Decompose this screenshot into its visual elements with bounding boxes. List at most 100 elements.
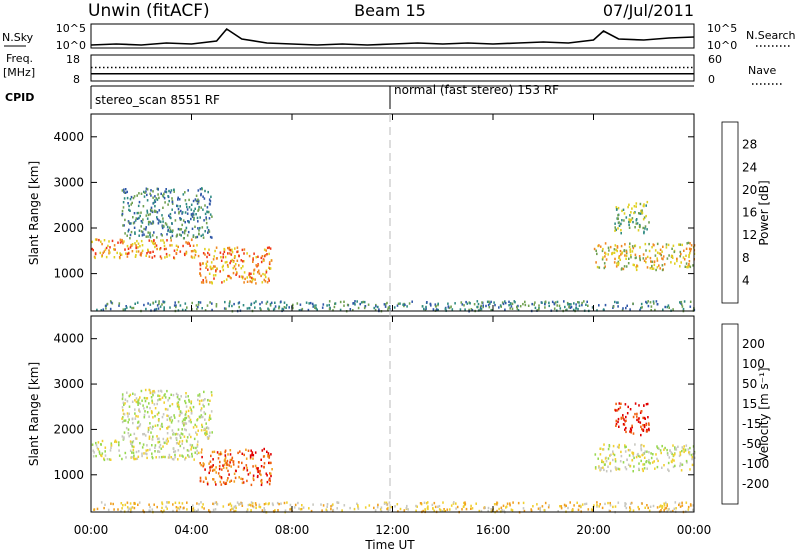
power-panel-cell (655, 268, 657, 272)
velocity-panel-cell (202, 399, 205, 402)
velocity-panel-cell (147, 428, 150, 432)
power-panel-cell (167, 195, 169, 198)
power-panel-cell (196, 244, 198, 247)
velocity-panel-cell (134, 457, 137, 461)
velocity-panel-cell (151, 401, 154, 404)
velocity-panel-cell (153, 403, 156, 406)
power-panel-cell (161, 194, 164, 197)
power-panel-cell (221, 281, 223, 284)
power-panel-cell (164, 190, 166, 193)
power-panel-cell (460, 301, 463, 304)
velocity-panel-cell (643, 467, 646, 470)
velocity-panel-cell (152, 425, 154, 428)
power-panel-cell (232, 271, 235, 275)
velocity-panel-cell (330, 505, 332, 508)
velocity-panel-cell (619, 460, 622, 463)
power-panel-cell (129, 222, 131, 225)
velocity-panel-cell (682, 448, 685, 451)
velocity-panel-cell (110, 502, 112, 505)
power-panel-cell (223, 280, 225, 283)
power-panel-cell (430, 304, 432, 307)
velocity-panel-cell (100, 501, 103, 504)
power-panel-cell (169, 212, 172, 216)
power-panel-cell (248, 273, 250, 277)
velocity-panel-cell (505, 506, 507, 509)
power-panel-cell (163, 197, 166, 200)
velocity-panel-cell (480, 509, 483, 513)
power-panel-cell (316, 308, 318, 311)
velocity-panel-cell (602, 466, 604, 469)
power-panel-cell (238, 301, 241, 304)
velocity-panel-cell (100, 454, 103, 458)
velocity-panel-cell (139, 410, 141, 413)
velocity-panel-cell (510, 508, 513, 511)
velocity-panel-cell (659, 449, 662, 452)
power-panel-cell (100, 309, 103, 312)
power-panel-cell (236, 246, 239, 249)
power-panel-cell (639, 308, 641, 312)
power-panel-cell (255, 264, 257, 267)
velocity-panel-cell (147, 449, 149, 452)
velocity-panel-cell (143, 413, 146, 417)
velocity-panel-cell (218, 464, 221, 468)
power-panel-cell (654, 249, 657, 252)
velocity-panel-cell (326, 503, 329, 506)
velocity-panel-cell (167, 408, 169, 411)
velocity-panel-cell (597, 457, 599, 460)
power-panel-cell (211, 282, 213, 285)
velocity-panel-cell (689, 468, 691, 471)
power-panel-cell (207, 210, 209, 214)
power-panel-cell (658, 264, 660, 267)
power-panel-cell (122, 308, 125, 311)
velocity-panel-cell (220, 452, 223, 456)
velocity-panel-cell (625, 467, 628, 471)
velocity-panel-cell (154, 407, 157, 410)
power-panel-cell (162, 220, 164, 223)
power-panel-cell (258, 272, 261, 275)
power-panel-cell (334, 302, 337, 305)
power-panel-cell (141, 249, 144, 252)
power-panel-cell (102, 308, 105, 311)
velocity-panel-cell (573, 504, 575, 507)
velocity-panel-cell (167, 414, 170, 418)
velocity-panel-cell (177, 449, 180, 452)
velocity-panel-cell (610, 469, 612, 473)
power-panel-cell (616, 262, 618, 265)
power-panel-cell (384, 303, 387, 306)
power-panel-cell (652, 267, 655, 270)
velocity-panel-cell (155, 456, 157, 459)
velocity-panel-cell (692, 508, 694, 512)
velocity-panel-cell (189, 406, 192, 409)
velocity-panel-cell (148, 388, 151, 392)
power-panel-cell (216, 267, 218, 270)
velocity-panel-cell (689, 446, 691, 450)
power-panel-cell (166, 239, 168, 242)
power-panel-cell (689, 265, 692, 269)
power-panel-cell (444, 307, 447, 311)
velocity-panel-cell (624, 446, 626, 449)
power-panel-cell (663, 263, 666, 266)
velocity-panel-cell (434, 505, 437, 509)
power-panel-cell (119, 241, 122, 244)
power-panel-cell (153, 199, 156, 202)
velocity-panel-cell (656, 457, 658, 461)
velocity-panel-cell (610, 453, 612, 456)
power-panel-cell (437, 302, 439, 305)
power-panel-cell (243, 281, 245, 284)
power-panel-cell (646, 266, 649, 269)
velocity-panel-cell (96, 507, 99, 511)
velocity-panel-cell (624, 466, 627, 469)
power-panel-cell (459, 308, 462, 311)
velocity-panel-cell (135, 437, 138, 440)
power-panel-cell (180, 209, 182, 213)
power-panel-cell (208, 248, 210, 251)
power-panel-cell (622, 208, 625, 211)
power-panel-cell (105, 307, 107, 310)
velocity-panel-cell (618, 443, 620, 447)
velocity-panel-cell (612, 450, 614, 453)
velocity-panel-cell (593, 504, 595, 507)
velocity-panel-cell (210, 465, 212, 468)
power-panel-cell (646, 301, 648, 305)
power-panel-cell (179, 250, 182, 253)
power-panel-cell (118, 302, 121, 305)
